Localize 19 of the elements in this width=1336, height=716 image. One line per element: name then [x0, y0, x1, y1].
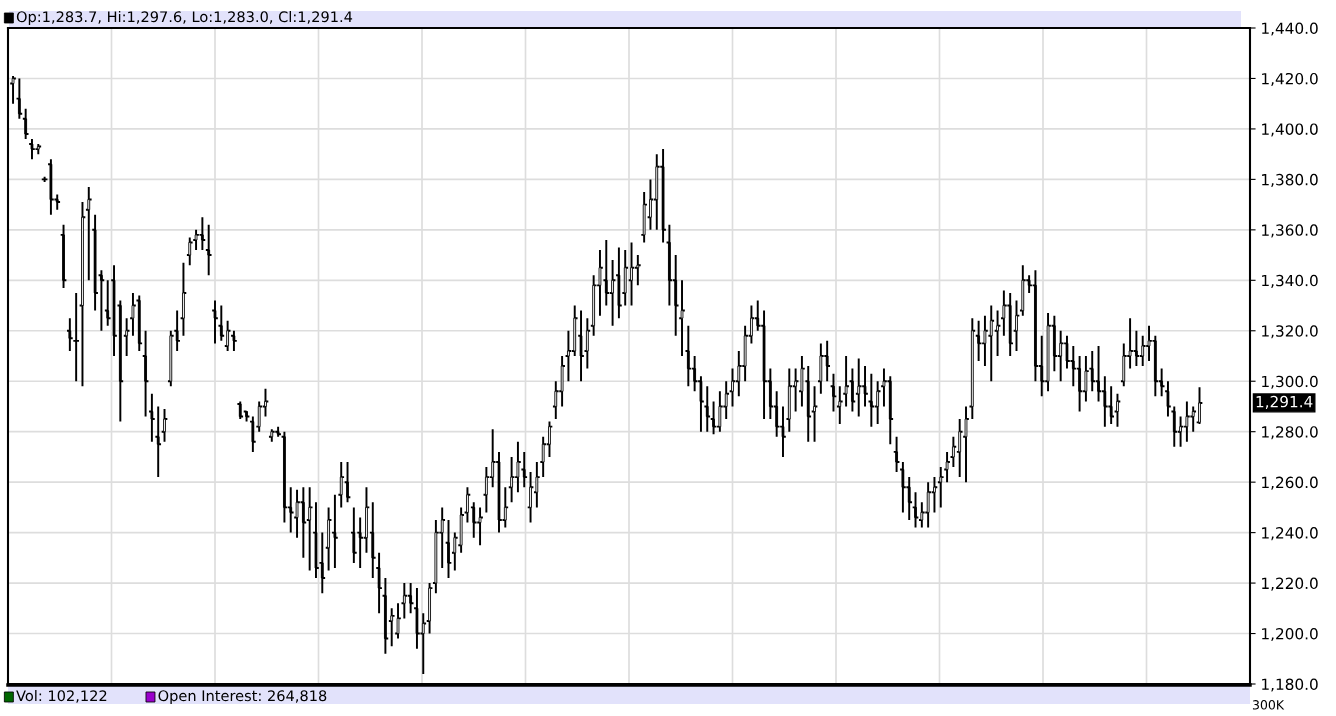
y-tick-label: 1,440.0 [1262, 22, 1318, 36]
text: Op:1,283.7, Hi:1,297.6, Lo:1,283.0, Cl:1,291.4 [16, 10, 353, 26]
y-tick-label: 1,340.0 [1262, 274, 1318, 288]
text: 1,291.4 [1256, 395, 1313, 409]
y-tick-label: 1,220.0 [1262, 577, 1318, 591]
y-tick-label: 1,260.0 [1262, 476, 1318, 490]
y-tick-label: 1,400.0 [1262, 123, 1318, 137]
y-tick-label: 1,240.0 [1262, 527, 1318, 541]
y-tick-label: 1,380.0 [1262, 173, 1318, 187]
text: Open Interest: 264,818 [158, 690, 327, 705]
y-tick-label: 1,280.0 [1262, 426, 1318, 440]
y-tick-label: 1,200.0 [1262, 628, 1318, 642]
text: Vol: 102,122 [16, 689, 107, 703]
text: 300K [1252, 700, 1285, 710]
y-tick-label: 1,320.0 [1262, 325, 1318, 339]
y-tick-label: 1,300.0 [1262, 375, 1318, 389]
y-tick-label: 1,360.0 [1262, 224, 1318, 238]
y-tick-label: 1,420.0 [1262, 72, 1318, 87]
y-tick-label: 1,180.0 [1262, 678, 1318, 692]
